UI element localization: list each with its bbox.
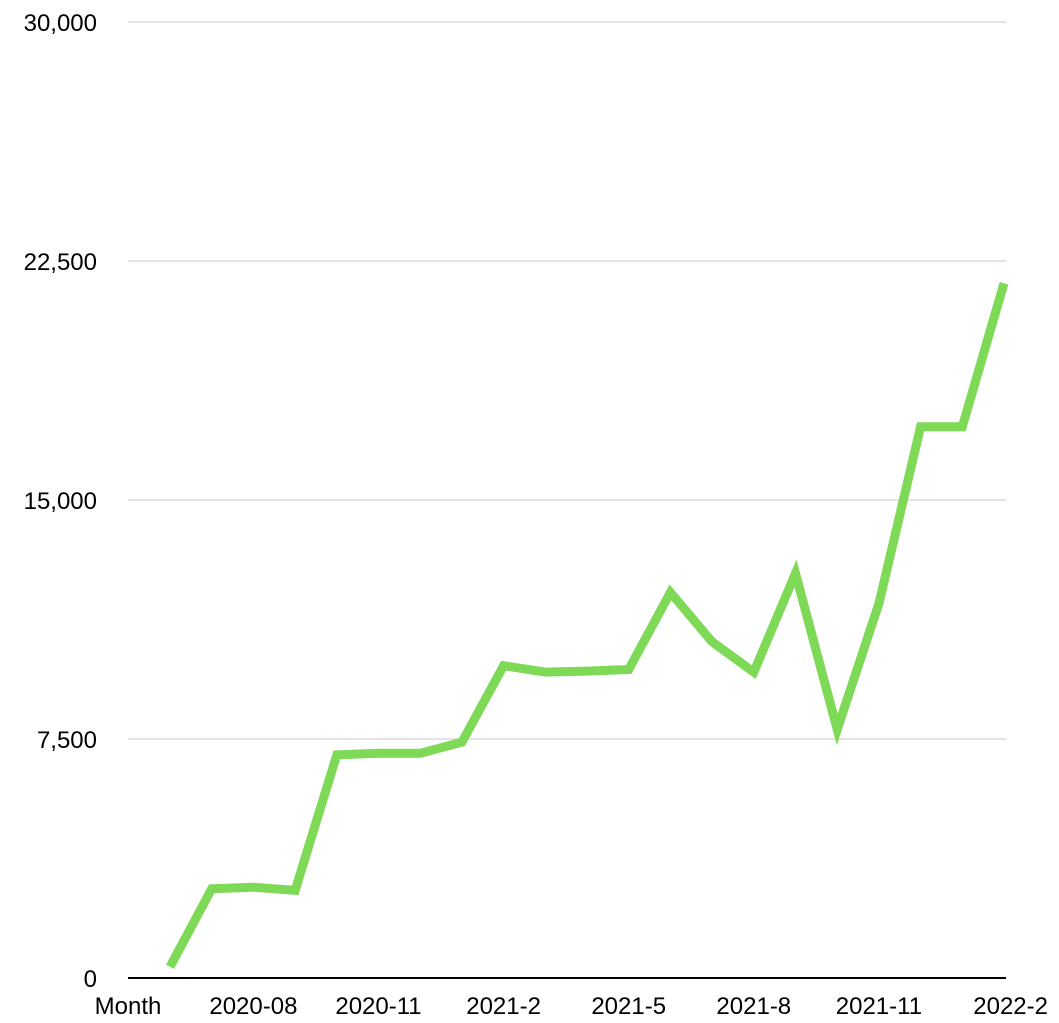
x-tick-label: 2021-5: [591, 993, 666, 1020]
y-tick-label: 30,000: [24, 10, 97, 37]
y-tick-label: 0: [84, 966, 97, 993]
x-tick-label: 2020-11: [335, 993, 421, 1020]
x-axis-label: Month: [95, 993, 162, 1020]
x-tick-label: 2021-8: [716, 993, 791, 1020]
series-line: [166, 282, 1009, 969]
y-axis-tick-labels: 0 7,500 15,000 22,500 30,000: [24, 10, 97, 993]
series-group: [166, 282, 1009, 969]
x-tick-label: 2020-08: [209, 993, 297, 1020]
x-tick-label: 2022-2: [973, 993, 1048, 1020]
gridlines: [128, 21, 1006, 740]
y-tick-label: 15,000: [24, 488, 97, 515]
x-tick-label: 2021-2: [466, 993, 541, 1020]
x-tick-label: 2021-11: [836, 993, 922, 1020]
y-tick-label: 7,500: [37, 727, 97, 754]
y-tick-label: 22,500: [24, 249, 97, 276]
x-axis-tick-labels: 2020-08 2020-11 2021-2 2021-5 2021-8 2021-11 2…: [209, 993, 1048, 1020]
